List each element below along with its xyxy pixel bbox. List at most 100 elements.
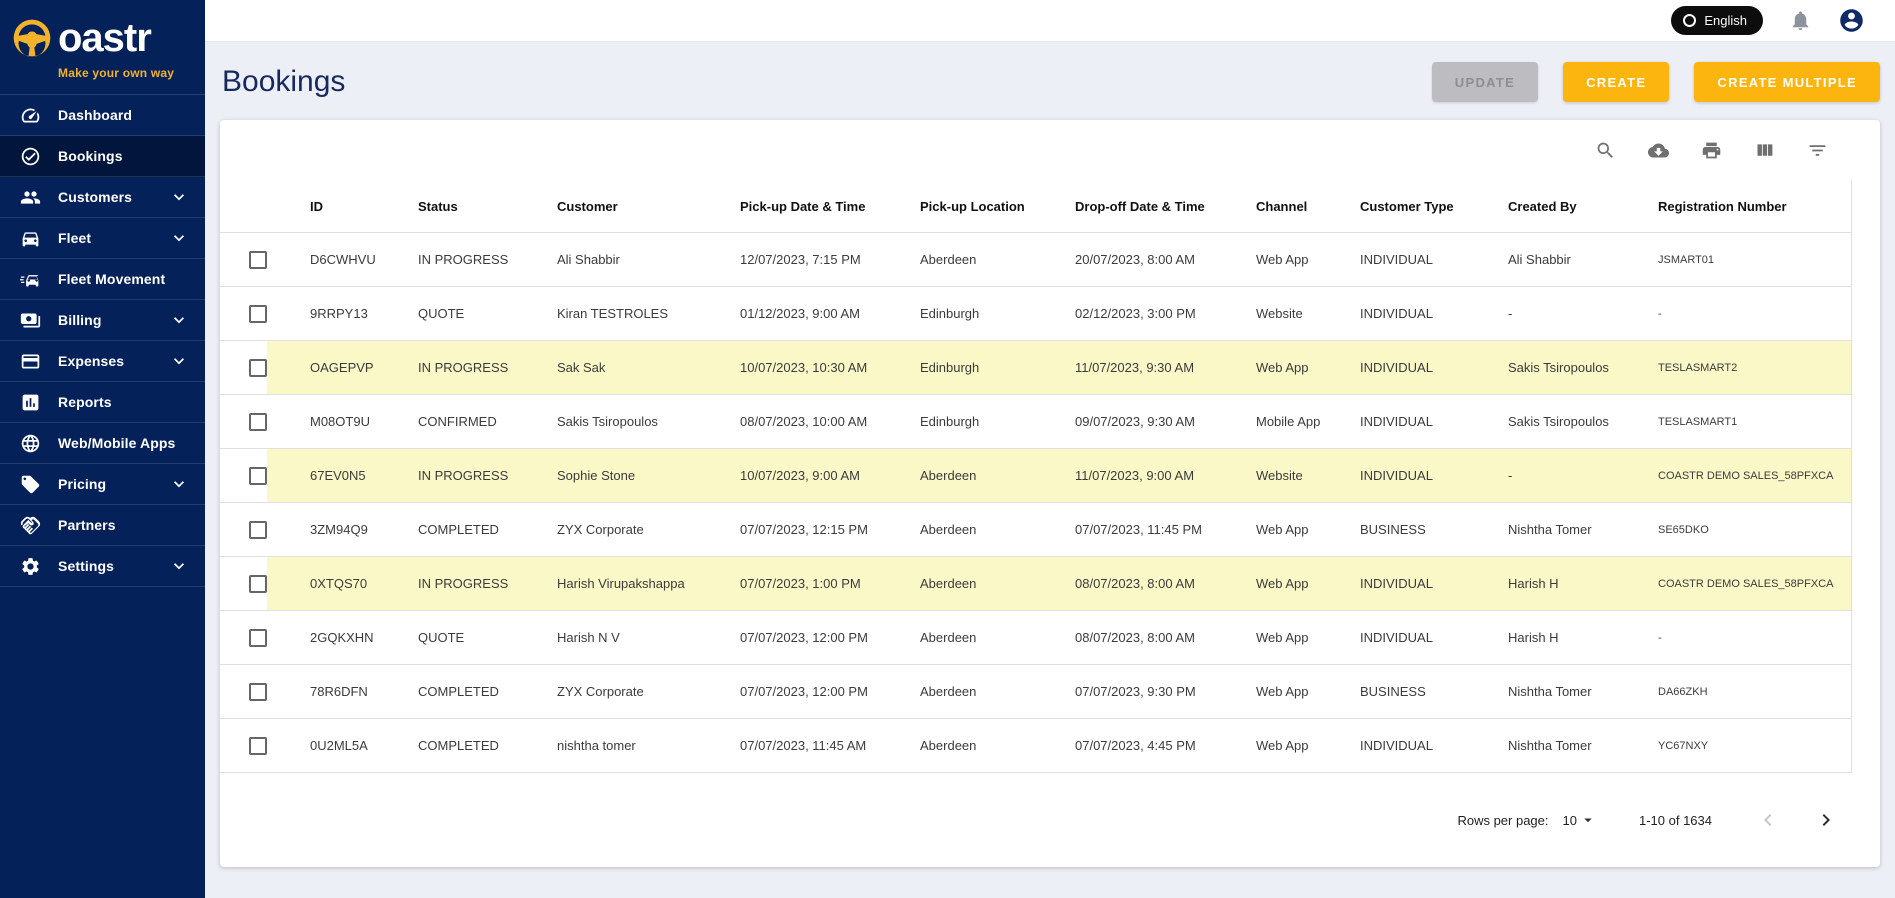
page-title: Bookings (222, 65, 1432, 99)
chevron-down-icon (169, 351, 189, 371)
filter-button[interactable] (1807, 140, 1828, 161)
table-header-row: IDStatusCustomerPick-up Date & TimePick-… (220, 180, 1851, 233)
row-checkbox[interactable] (249, 251, 267, 269)
row-checkbox[interactable] (249, 521, 267, 539)
partners-handshake-icon (20, 515, 41, 536)
sidebar-item-reports[interactable]: Reports (0, 382, 205, 423)
cell-channel: Web App (1256, 611, 1360, 664)
create-multiple-button[interactable]: CREATE MULTIPLE (1694, 62, 1880, 102)
row-checkbox[interactable] (249, 467, 267, 485)
row-checkbox[interactable] (249, 683, 267, 701)
previous-page-button[interactable] (1756, 808, 1780, 832)
next-page-button[interactable] (1780, 808, 1838, 832)
language-selector[interactable]: English (1671, 6, 1763, 35)
row-checkbox[interactable] (249, 575, 267, 593)
cell-dropoff-dt: 11/07/2023, 9:30 AM (1075, 341, 1256, 394)
sidebar-item-web-mobile-apps[interactable]: Web/Mobile Apps (0, 423, 205, 464)
cell-pickup-loc: Aberdeen (920, 503, 1075, 556)
cell-customer-type: INDIVIDUAL (1360, 557, 1508, 610)
cloud-download-button[interactable] (1648, 140, 1669, 161)
cell-customer: Harish Virupakshappa (557, 557, 740, 610)
sidebar-item-fleet[interactable]: Fleet (0, 218, 205, 259)
cell-status: QUOTE (418, 611, 557, 664)
bookings-table: IDStatusCustomerPick-up Date & TimePick-… (220, 180, 1852, 773)
print-button[interactable] (1701, 140, 1722, 161)
cell-id: 3ZM94Q9 (267, 503, 418, 556)
cell-pickup-dt: 01/12/2023, 9:00 AM (740, 287, 920, 340)
sidebar-item-billing[interactable]: Billing (0, 300, 205, 341)
cell-reg-number: COASTR DEMO SALES_58PFXCA (1658, 557, 1851, 610)
row-checkbox[interactable] (249, 359, 267, 377)
cell-id: 67EV0N5 (267, 449, 418, 502)
cell-pickup-dt: 12/07/2023, 7:15 PM (740, 233, 920, 286)
booking-row[interactable]: 0U2ML5ACOMPLETEDnishtha tomer07/07/2023,… (220, 719, 1851, 773)
booking-row[interactable]: 67EV0N5IN PROGRESSSophie Stone10/07/2023… (220, 449, 1851, 503)
booking-row[interactable]: 78R6DFNCOMPLETEDZYX Corporate07/07/2023,… (220, 665, 1851, 719)
cell-status: QUOTE (418, 287, 557, 340)
chevron-down-icon (169, 556, 189, 576)
sidebar-item-customers[interactable]: Customers (0, 177, 205, 218)
row-checkbox[interactable] (249, 305, 267, 323)
row-checkbox[interactable] (249, 629, 267, 647)
sidebar-item-fleet-movement[interactable]: Fleet Movement (0, 259, 205, 300)
cell-customer: Sak Sak (557, 341, 740, 394)
user-avatar-button[interactable] (1838, 7, 1865, 34)
chevron-left-icon (1756, 808, 1780, 832)
sidebar-item-label: Partners (58, 517, 189, 533)
sidebar-item-label: Fleet (58, 230, 152, 246)
sidebar-item-dashboard[interactable]: Dashboard (0, 95, 205, 136)
cell-pickup-dt: 10/07/2023, 9:00 AM (740, 449, 920, 502)
view-columns-button[interactable] (1754, 140, 1775, 161)
booking-row[interactable]: 3ZM94Q9COMPLETEDZYX Corporate07/07/2023,… (220, 503, 1851, 557)
cell-id: 0XTQS70 (267, 557, 418, 610)
search-icon (1595, 140, 1616, 161)
cell-reg-number: TESLASMART1 (1658, 395, 1851, 448)
reports-chart-icon (20, 392, 41, 413)
cell-pickup-dt: 07/07/2023, 11:45 AM (740, 719, 920, 772)
cell-pickup-dt: 10/07/2023, 10:30 AM (740, 341, 920, 394)
sidebar-item-partners[interactable]: Partners (0, 505, 205, 546)
sidebar-item-pricing[interactable]: Pricing (0, 464, 205, 505)
column-header-customer: Customer (557, 199, 740, 214)
row-checkbox[interactable] (249, 737, 267, 755)
chevron-down-icon (169, 310, 189, 330)
sidebar-item-settings[interactable]: Settings (0, 546, 205, 587)
cell-pickup-dt: 07/07/2023, 12:00 PM (740, 665, 920, 718)
sidebar-item-label: Billing (58, 312, 152, 328)
row-checkbox[interactable] (249, 413, 267, 431)
language-label: English (1704, 13, 1747, 28)
page-actions: UPDATECREATECREATE MULTIPLE (1432, 62, 1880, 102)
sidebar-item-expenses[interactable]: Expenses (0, 341, 205, 382)
cell-reg-number: DA66ZKH (1658, 665, 1851, 718)
cell-channel: Web App (1256, 665, 1360, 718)
search-button[interactable] (1595, 140, 1616, 161)
cell-status: CONFIRMED (418, 395, 557, 448)
column-header-channel: Channel (1256, 199, 1360, 214)
booking-row[interactable]: 2GQKXHNQUOTEHarish N V07/07/2023, 12:00 … (220, 611, 1851, 665)
cell-id: M08OT9U (267, 395, 418, 448)
notifications-button[interactable] (1789, 9, 1812, 32)
booking-row[interactable]: 0XTQS70IN PROGRESSHarish Virupakshappa07… (220, 557, 1851, 611)
sidebar-item-bookings[interactable]: Bookings (0, 136, 205, 177)
cell-channel: Web App (1256, 557, 1360, 610)
cell-id: OAGEPVP (267, 341, 418, 394)
rows-per-page-select[interactable]: 10 (1563, 811, 1597, 829)
cell-reg-number: JSMART01 (1658, 233, 1851, 286)
booking-row[interactable]: OAGEPVPIN PROGRESSSak Sak10/07/2023, 10:… (220, 341, 1851, 395)
create-button[interactable]: CREATE (1563, 62, 1669, 102)
rows-per-page-value: 10 (1563, 813, 1577, 828)
cell-dropoff-dt: 07/07/2023, 4:45 PM (1075, 719, 1256, 772)
cell-status: COMPLETED (418, 665, 557, 718)
cell-status: IN PROGRESS (418, 341, 557, 394)
cell-customer: nishtha tomer (557, 719, 740, 772)
table-toolbar (220, 120, 1880, 180)
booking-row[interactable]: D6CWHVUIN PROGRESSAli Shabbir12/07/2023,… (220, 233, 1851, 287)
cell-dropoff-dt: 02/12/2023, 3:00 PM (1075, 287, 1256, 340)
column-header-status: Status (418, 199, 557, 214)
cell-pickup-dt: 07/07/2023, 12:00 PM (740, 611, 920, 664)
booking-row[interactable]: 9RRPY13QUOTEKiran TESTROLES01/12/2023, 9… (220, 287, 1851, 341)
cell-customer: Harish N V (557, 611, 740, 664)
cell-id: D6CWHVU (267, 233, 418, 286)
booking-row[interactable]: M08OT9UCONFIRMEDSakis Tsiropoulos08/07/2… (220, 395, 1851, 449)
sidebar-item-label: Expenses (58, 353, 152, 369)
